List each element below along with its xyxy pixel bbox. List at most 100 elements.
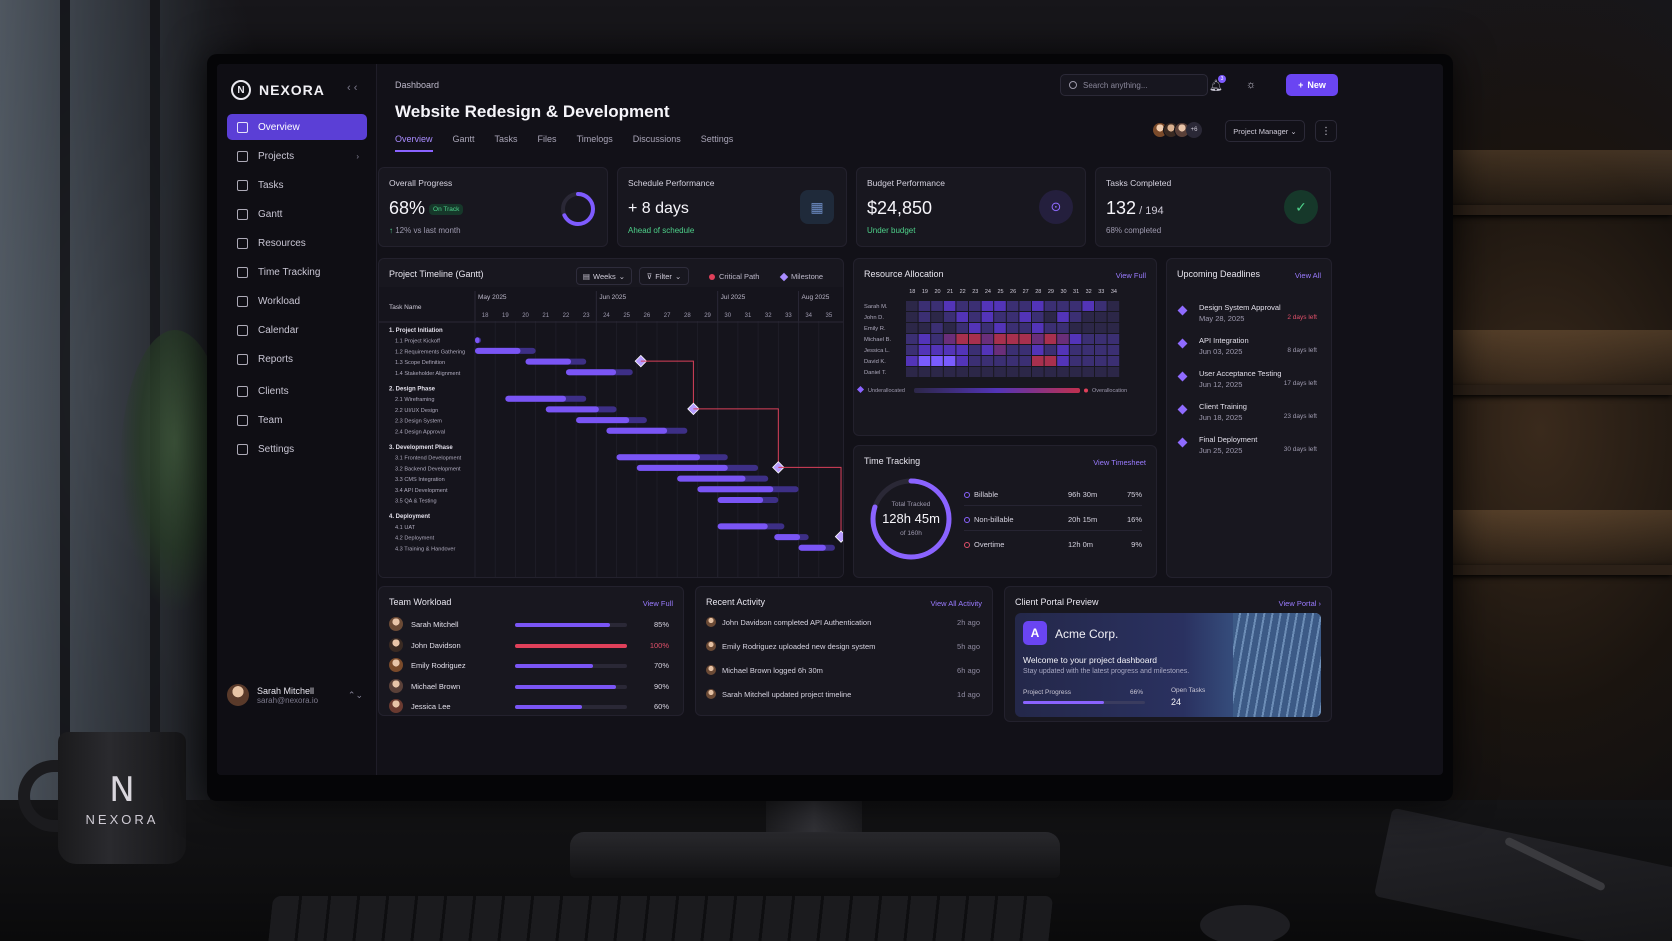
gantt-bar [697, 486, 774, 493]
tab-gantt[interactable]: Gantt [452, 134, 475, 144]
gantt-task-label: 4.2 Deployment [395, 536, 435, 542]
collapse-sidebar-icon[interactable]: ‹ ‹ [347, 82, 358, 94]
time-row-label: Overtime [974, 540, 1005, 549]
deadline-item[interactable]: Final Deployment Jun 25, 2025 30 days left [1177, 435, 1317, 459]
portal-banner[interactable]: A Acme Corp. Welcome to your project das… [1015, 613, 1321, 717]
tab-settings[interactable]: Settings [700, 134, 734, 144]
heatmap-cell [1057, 301, 1069, 311]
deadline-item[interactable]: API Integration Jun 03, 2025 8 days left [1177, 336, 1317, 360]
heatmap-cell [981, 367, 994, 377]
search-input[interactable]: Search anything... [1060, 74, 1208, 96]
filter-icon: ⊽ [646, 271, 653, 281]
workload-row[interactable]: Sarah Mitchell 85% [389, 617, 669, 633]
gantt-task-label: 2.4 Design Approval [395, 429, 445, 435]
workload-pct: 70% [653, 661, 669, 670]
user-profile[interactable]: Sarah Mitchell sarah@nexora.io ⌃⌄ [227, 684, 367, 706]
sidebar-item-reports[interactable]: Reports [227, 346, 367, 372]
settings-icon [237, 443, 248, 455]
heatmap-cell [1006, 367, 1019, 377]
activity-item[interactable]: John Davidson completed API Authenticati… [706, 617, 980, 629]
kpi-schedule[interactable]: Schedule Performance + 8 days Ahead of s… [617, 167, 847, 247]
workload-name: Sarah Mitchell [411, 620, 459, 629]
sidebar-item-time-tracking[interactable]: Time Tracking [227, 259, 367, 285]
heatmap-cell [1006, 312, 1019, 322]
sidebar-item-team[interactable]: Team [227, 407, 367, 433]
heatmap-cell [956, 334, 968, 344]
chevron-right-icon[interactable]: › [356, 151, 359, 161]
deadline-item[interactable]: Design System Approval May 28, 2025 2 days… [1177, 303, 1317, 327]
workload-view-full-link[interactable]: View Full [642, 599, 673, 608]
deadlines-view-all-link[interactable]: View All [1294, 271, 1321, 280]
heatmap-cell [1095, 367, 1107, 377]
deadlines-title: Upcoming Deadlines [1177, 269, 1261, 279]
gantt-task-label: 2.2 UI/UX Design [395, 408, 438, 414]
kpi-title: Budget Performance [867, 178, 945, 188]
heatmap-cell [1006, 345, 1019, 355]
workload-name: John Davidson [411, 640, 461, 650]
notifications-button[interactable]: 🔔︎ 3 [1205, 74, 1227, 96]
heatmap-cell [1107, 312, 1120, 322]
gantt-bar [616, 454, 700, 461]
kpi-overall-progress[interactable]: Overall Progress 68% On Track ↑ 12% vs la… [378, 167, 608, 247]
tab-overview[interactable]: Overview [395, 134, 433, 152]
view-portal-link[interactable]: View Portal › [1278, 599, 1321, 608]
breadcrumb[interactable]: Dashboard [395, 80, 440, 90]
sidebar-item-projects[interactable]: Projects › [227, 143, 367, 169]
sidebar-item-overview[interactable]: Overview [227, 114, 367, 140]
sidebar-item-calendar[interactable]: Calendar [227, 317, 367, 343]
workload-row[interactable]: Emily Rodriguez 70% [389, 658, 669, 674]
weeks-dropdown[interactable]: ▤ Weeks ⌄ [576, 267, 632, 285]
sidebar-item-workload[interactable]: Workload [227, 288, 367, 314]
new-button[interactable]: + New [1286, 74, 1338, 96]
heatmap-cell [1044, 356, 1057, 366]
chevron-updown-icon[interactable]: ⌃⌄ [347, 689, 363, 700]
activity-item[interactable]: Sarah Mitchell updated project timeline 1… [706, 689, 980, 701]
sidebar-item-resources[interactable]: Resources [227, 230, 367, 256]
heatmap-cell [956, 301, 968, 311]
deadline-item[interactable]: Client Training Jun 18, 2025 23 days left [1177, 402, 1317, 426]
tab-discussions[interactable]: Discussions [632, 134, 681, 144]
sidebar-item-clients[interactable]: Clients [227, 378, 367, 404]
workload-row[interactable]: Michael Brown 90% [389, 678, 669, 695]
heatmap-week-label: 27 [1023, 289, 1029, 295]
heatmap-cell [906, 301, 918, 311]
team-avatars[interactable]: +6 [1152, 122, 1202, 138]
heatmap-week-label: 19 [922, 289, 928, 295]
role-dropdown[interactable]: Project Manager ⌄ [1225, 120, 1305, 142]
dollar-icon: ⊙ [1039, 190, 1073, 224]
activity-item[interactable]: Emily Rodriguez uploaded new design syst… [706, 641, 980, 653]
sidebar-item-settings[interactable]: Settings [227, 436, 367, 462]
gantt-task-label: 1.1 Project Kickoff [395, 339, 440, 345]
workload-name: Emily Rodriguez [411, 661, 466, 670]
filter-dropdown[interactable]: ⊽ Filter ⌄ [639, 267, 689, 285]
kpi-tasks-completed[interactable]: Tasks Completed 132 / 194 68% completed … [1095, 167, 1331, 247]
view-all-activity-link[interactable]: View All Activity [930, 599, 982, 608]
more-options-button[interactable]: ⋮ [1315, 120, 1337, 142]
kpi-value: 68% On Track [389, 198, 464, 219]
view-timesheet-link[interactable]: View Timesheet [1093, 458, 1146, 467]
gantt-bar [636, 464, 728, 471]
logo[interactable]: N NEXORA [231, 80, 325, 100]
workload-bar-fill [515, 623, 611, 627]
tab-timelogs[interactable]: Timelogs [576, 134, 613, 144]
kpi-budget[interactable]: Budget Performance $24,850 Under budget … [856, 167, 1086, 247]
heatmap-week-label: 30 [1060, 289, 1066, 295]
sidebar-item-tasks[interactable]: Tasks [227, 172, 367, 198]
tab-files[interactable]: Files [537, 134, 557, 144]
gantt-bar [717, 523, 768, 530]
theme-toggle-button[interactable]: ☼ [1240, 74, 1262, 96]
workload-bar-fill [515, 664, 594, 668]
heatmap-cell [981, 356, 994, 366]
legend-critical-path: Critical Path [709, 272, 759, 281]
tab-tasks[interactable]: Tasks [494, 134, 518, 144]
portal-progress-fill [1023, 701, 1104, 704]
heatmap-cell [1107, 367, 1120, 377]
workload-row[interactable]: John Davidson 100% [389, 637, 669, 654]
activity-item[interactable]: Michael Brown logged 6h 30m 6h ago [706, 665, 980, 677]
deadline-item[interactable]: User Acceptance Testing Jun 12, 2025 17 da… [1177, 369, 1317, 393]
resource-view-full-link[interactable]: View Full [1115, 271, 1146, 280]
heatmap-cell [906, 367, 918, 377]
sidebar-item-gantt[interactable]: Gantt [227, 201, 367, 227]
heatmap-week-label: 21 [947, 289, 953, 295]
workload-row[interactable]: Jessica Lee 60% [389, 699, 669, 715]
